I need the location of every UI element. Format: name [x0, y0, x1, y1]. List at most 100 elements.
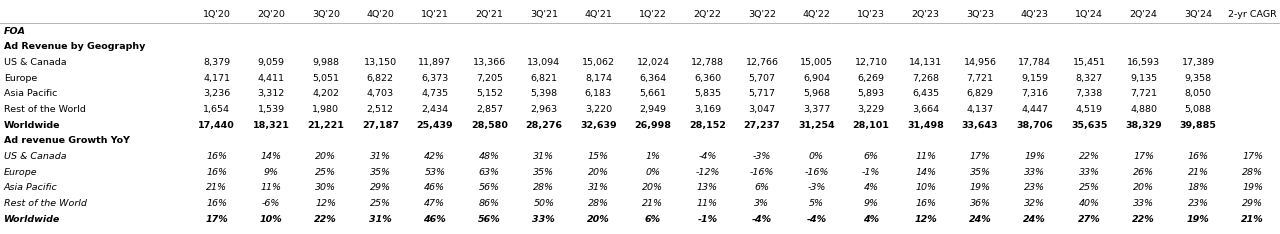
Text: 21%: 21%	[1242, 215, 1265, 224]
Text: 33%: 33%	[1024, 168, 1046, 177]
Text: 46%: 46%	[424, 183, 445, 192]
Text: 18,321: 18,321	[252, 121, 289, 130]
Text: 9,059: 9,059	[257, 58, 284, 67]
Text: 9,988: 9,988	[312, 58, 339, 67]
Text: 5,707: 5,707	[749, 74, 776, 83]
Text: -4%: -4%	[751, 215, 772, 224]
Text: 22%: 22%	[315, 215, 337, 224]
Text: 7,316: 7,316	[1021, 89, 1048, 99]
Text: 3Q'22: 3Q'22	[748, 10, 776, 19]
Text: 35%: 35%	[969, 168, 991, 177]
Text: 8,050: 8,050	[1185, 89, 1212, 99]
Text: FOA: FOA	[4, 27, 26, 36]
Text: 5,968: 5,968	[803, 89, 829, 99]
Text: 7,721: 7,721	[966, 74, 993, 83]
Text: 3Q'21: 3Q'21	[530, 10, 558, 19]
Text: 1Q'24: 1Q'24	[1075, 10, 1103, 19]
Text: 8,174: 8,174	[585, 74, 612, 83]
Text: 17,440: 17,440	[198, 121, 236, 130]
Text: 5,051: 5,051	[312, 74, 339, 83]
Text: 13,094: 13,094	[527, 58, 561, 67]
Text: 5,398: 5,398	[530, 89, 557, 99]
Text: 23%: 23%	[1188, 199, 1208, 208]
Text: 47%: 47%	[424, 199, 445, 208]
Text: 20%: 20%	[588, 168, 609, 177]
Text: 1,654: 1,654	[204, 105, 230, 114]
Text: Asia Pacific: Asia Pacific	[4, 89, 58, 99]
Text: 6,360: 6,360	[694, 74, 721, 83]
Text: 20%: 20%	[315, 152, 337, 161]
Text: 31%: 31%	[369, 215, 392, 224]
Text: 6,373: 6,373	[421, 74, 448, 83]
Text: 21%: 21%	[206, 183, 228, 192]
Text: -4%: -4%	[699, 152, 717, 161]
Text: 6,269: 6,269	[858, 74, 884, 83]
Text: 6,822: 6,822	[367, 74, 394, 83]
Text: 19%: 19%	[1024, 152, 1046, 161]
Text: 2,949: 2,949	[640, 105, 667, 114]
Text: 12,024: 12,024	[636, 58, 669, 67]
Text: 26,998: 26,998	[635, 121, 672, 130]
Text: 50%: 50%	[534, 199, 554, 208]
Text: 11%: 11%	[261, 183, 282, 192]
Text: 6,904: 6,904	[803, 74, 829, 83]
Text: 33%: 33%	[1079, 168, 1100, 177]
Text: -12%: -12%	[695, 168, 719, 177]
Text: 6,183: 6,183	[585, 89, 612, 99]
Text: 3,377: 3,377	[803, 105, 831, 114]
Text: 9%: 9%	[264, 168, 279, 177]
Text: Worldwide: Worldwide	[4, 215, 60, 224]
Text: 25,439: 25,439	[416, 121, 453, 130]
Text: US & Canada: US & Canada	[4, 58, 67, 67]
Text: 15,062: 15,062	[582, 58, 614, 67]
Text: 15%: 15%	[588, 152, 609, 161]
Text: 5,152: 5,152	[476, 89, 503, 99]
Text: 6,829: 6,829	[966, 89, 993, 99]
Text: 28%: 28%	[588, 199, 609, 208]
Text: 2Q'21: 2Q'21	[475, 10, 503, 19]
Text: 23%: 23%	[1024, 183, 1046, 192]
Text: 5,835: 5,835	[694, 89, 721, 99]
Text: 5,661: 5,661	[640, 89, 667, 99]
Text: 28,276: 28,276	[525, 121, 562, 130]
Text: 0%: 0%	[645, 168, 660, 177]
Text: 21,221: 21,221	[307, 121, 344, 130]
Text: -6%: -6%	[262, 199, 280, 208]
Text: 4,137: 4,137	[966, 105, 993, 114]
Text: 17,784: 17,784	[1018, 58, 1051, 67]
Text: 22%: 22%	[1133, 215, 1155, 224]
Text: 16%: 16%	[206, 199, 228, 208]
Text: 15,451: 15,451	[1073, 58, 1106, 67]
Text: US & Canada: US & Canada	[4, 152, 67, 161]
Text: 10%: 10%	[260, 215, 283, 224]
Text: 7,268: 7,268	[913, 74, 940, 83]
Text: 3,236: 3,236	[204, 89, 230, 99]
Text: 11,897: 11,897	[419, 58, 452, 67]
Text: 20%: 20%	[1133, 183, 1155, 192]
Text: 3%: 3%	[754, 199, 769, 208]
Text: 28%: 28%	[534, 183, 554, 192]
Text: 9,358: 9,358	[1185, 74, 1212, 83]
Text: 31%: 31%	[370, 152, 390, 161]
Text: 3Q'23: 3Q'23	[966, 10, 995, 19]
Text: -1%: -1%	[698, 215, 718, 224]
Text: 46%: 46%	[424, 215, 447, 224]
Text: 6%: 6%	[645, 215, 660, 224]
Text: 15,005: 15,005	[800, 58, 833, 67]
Text: 39,885: 39,885	[1180, 121, 1217, 130]
Text: 3,169: 3,169	[694, 105, 721, 114]
Text: 12%: 12%	[315, 199, 337, 208]
Text: Europe: Europe	[4, 168, 37, 177]
Text: 13,366: 13,366	[472, 58, 506, 67]
Text: -3%: -3%	[753, 152, 771, 161]
Text: 56%: 56%	[477, 215, 500, 224]
Text: 3Q'24: 3Q'24	[1184, 10, 1212, 19]
Text: 2Q'20: 2Q'20	[257, 10, 285, 19]
Text: 12,788: 12,788	[691, 58, 724, 67]
Text: 27%: 27%	[1078, 215, 1101, 224]
Text: Asia Pacific: Asia Pacific	[4, 183, 58, 192]
Text: 2,857: 2,857	[476, 105, 503, 114]
Text: 4Q'21: 4Q'21	[585, 10, 612, 19]
Text: 9,159: 9,159	[1021, 74, 1048, 83]
Text: 4,447: 4,447	[1021, 105, 1048, 114]
